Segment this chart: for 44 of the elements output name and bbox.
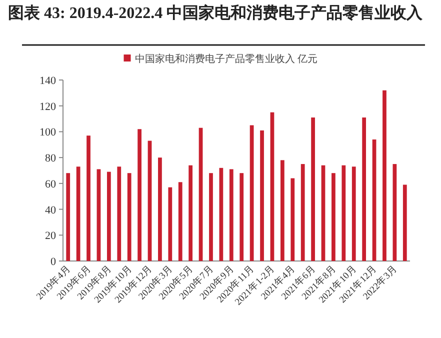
bar (321, 165, 326, 261)
bar (300, 164, 305, 261)
bar (260, 130, 264, 261)
y-tick-label: 40 (45, 204, 56, 216)
bar (270, 112, 274, 261)
bar (96, 169, 101, 261)
bar (117, 166, 122, 261)
chart-title: 图表 43: 2019.4-2022.4 中国家电和消费电子产品零售业收入 (8, 3, 424, 22)
bar (342, 165, 346, 261)
y-tick-label: 100 (40, 126, 56, 139)
y-tick-label: 80 (45, 152, 56, 165)
bar (148, 140, 152, 261)
bar (106, 172, 111, 261)
y-tick-label: 20 (45, 230, 56, 242)
bar (392, 164, 397, 261)
bar (188, 165, 193, 261)
bar (290, 178, 295, 261)
bar (311, 117, 315, 261)
y-tick-label: 140 (40, 75, 56, 87)
legend-label: 中国家电和消费电子产品零售业收入 亿元 (134, 53, 318, 65)
bar (76, 166, 80, 261)
bar (240, 173, 244, 261)
bar (178, 182, 182, 261)
bar (209, 173, 213, 261)
bar (198, 128, 203, 261)
bar (280, 160, 284, 261)
bar (382, 90, 386, 261)
bar (168, 187, 172, 261)
bar (372, 139, 376, 261)
bar (352, 166, 356, 261)
bar (158, 158, 162, 261)
y-tick-label: 60 (45, 178, 56, 190)
bar (362, 117, 366, 261)
bar (402, 184, 407, 261)
bar (250, 125, 254, 261)
bar (66, 173, 70, 261)
bar (86, 136, 90, 261)
y-tick-label: 0 (50, 256, 56, 268)
bar (219, 168, 224, 261)
bar (229, 169, 234, 261)
bar (138, 129, 142, 261)
bar (127, 173, 132, 261)
y-tick-label: 120 (40, 100, 56, 113)
bar (332, 173, 336, 261)
